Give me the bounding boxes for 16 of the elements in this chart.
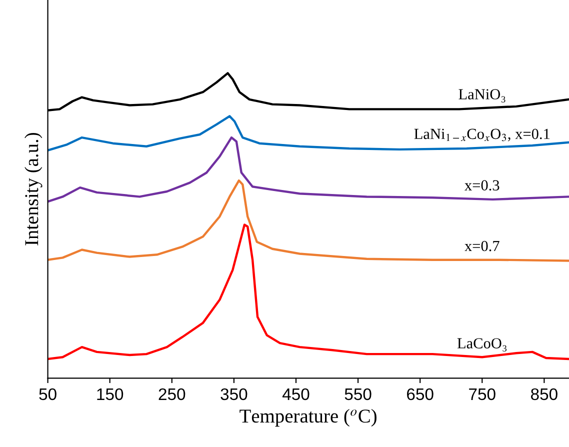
- series-label: LaCoO₃: [457, 338, 507, 352]
- x-tick-label: 50: [39, 388, 56, 400]
- series-label: LaNi$_{1−x}$Co$_{x}$O$_{3}$, x=0.1: [414, 128, 550, 142]
- series-label: x=0.3: [464, 180, 500, 191]
- x-axis-title: Temperature ($^{o}$C): [240, 408, 376, 427]
- x-tick-label: 350: [220, 388, 248, 400]
- y-axis-title: Intensity (a.u.): [24, 132, 42, 246]
- x-tick-label: 750: [469, 388, 496, 400]
- x-tick-label: 450: [282, 388, 310, 400]
- x-tick-label: 150: [97, 388, 124, 400]
- x-tick-label: 550: [344, 388, 372, 400]
- series-label: x=0.7: [464, 240, 500, 252]
- x-tick-label: 650: [407, 388, 434, 400]
- x-tick-label: 250: [158, 388, 186, 400]
- x-tick-label: 850: [531, 388, 558, 400]
- series-label: LaNiO₃: [458, 89, 506, 102]
